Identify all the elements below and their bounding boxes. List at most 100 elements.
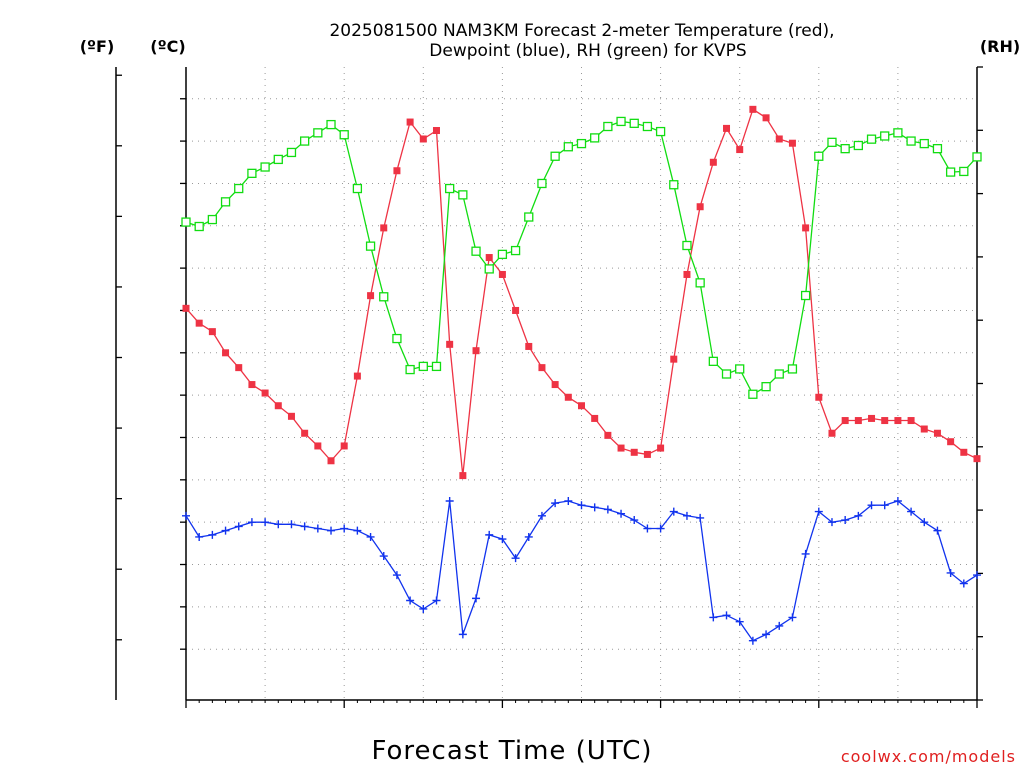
temperature-point [459, 472, 467, 480]
dewpoint-point [313, 524, 322, 533]
rh-point [932, 144, 943, 154]
axes [115, 67, 978, 701]
rh-point [959, 166, 969, 177]
temperature-point [604, 431, 612, 439]
temperature-point [578, 402, 585, 410]
temperature-point [182, 304, 190, 312]
temperature-point [314, 442, 322, 450]
temperature-point [762, 114, 770, 122]
temperature-point [208, 328, 216, 336]
dewpoint-point [920, 518, 929, 527]
rh-point [510, 245, 521, 256]
dewpoint-point [722, 611, 731, 620]
dewpoint-point [893, 496, 902, 505]
temperature-point [670, 355, 678, 363]
temperature-point [301, 429, 309, 437]
dewpoint-point [340, 524, 349, 533]
rh-point [365, 241, 376, 251]
temperature-point [841, 417, 849, 425]
rh-point [326, 119, 336, 130]
dewpoint-point [195, 532, 204, 541]
dewpoint-point [748, 636, 757, 645]
dewpoint-point [247, 518, 256, 527]
chart-subtitle: Dewpoint (blue), RH (green) for KVPS [429, 41, 746, 61]
dewpoint-point [261, 518, 270, 527]
temperature-point [920, 425, 928, 433]
temperature-point [788, 139, 796, 147]
x-axis-label: Forecast Time (UTC) [371, 736, 652, 766]
dewpoint-point [682, 511, 691, 520]
series-rh [181, 116, 982, 399]
dewpoint-point [841, 516, 850, 525]
rh-point [840, 144, 850, 154]
dewpoint-point [775, 621, 784, 630]
rh-point [708, 356, 718, 366]
dewpoint-point [445, 496, 454, 505]
temperature-point [340, 442, 348, 450]
temperature-point [815, 393, 823, 401]
rh-point [234, 183, 244, 194]
temperature-point [353, 372, 361, 380]
series-layer [181, 105, 982, 645]
rh-point [260, 162, 270, 172]
rh-point [629, 118, 639, 128]
rh-point [853, 140, 863, 151]
temperature-point [749, 105, 757, 113]
dewpoint-point [221, 526, 230, 535]
dewpoint-point [287, 520, 296, 529]
temperature-point [617, 444, 625, 452]
rh-point [919, 138, 929, 149]
rh-point [787, 364, 798, 374]
dewpoint-point [946, 568, 955, 577]
temperature-point [868, 414, 876, 422]
rh-point [524, 212, 534, 222]
celsius-unit-label: (ºC) [150, 37, 185, 56]
temperature-point [854, 417, 862, 425]
grid-lines [186, 67, 977, 700]
dewpoint-point [603, 505, 612, 514]
temperature-point [287, 412, 295, 420]
dewpoint-point [551, 499, 560, 508]
rh-point [669, 180, 679, 190]
dewpoint-point [709, 613, 718, 622]
dewpoint-point [524, 532, 533, 541]
rh-point [379, 292, 389, 302]
dewpoint-point [406, 596, 415, 605]
dewpoint-point [669, 507, 678, 516]
rh-point [339, 130, 349, 140]
temperature-point [380, 224, 388, 232]
temperature-point [432, 127, 440, 135]
dewpoint-point [854, 511, 863, 520]
rh-point [906, 136, 916, 146]
dewpoint-point [366, 532, 375, 541]
rh-point [352, 183, 363, 194]
temperature-point [274, 402, 282, 410]
rh-point [721, 369, 732, 379]
temperature-point [406, 118, 414, 126]
temperature-point [591, 414, 599, 422]
series-dewpoint [182, 496, 981, 645]
temperature-point [446, 340, 454, 348]
series-temperature [182, 105, 981, 480]
temperature-point [195, 319, 203, 327]
dewpoint-point [458, 630, 467, 639]
temperature-point [222, 349, 230, 357]
rh-point [207, 214, 218, 225]
rh-point [682, 240, 692, 251]
fahrenheit-unit-label: (ºF) [80, 37, 115, 56]
dewpoint-point [577, 501, 586, 510]
dewpoint-point [234, 522, 243, 531]
temperature-point [828, 429, 836, 437]
rh-point [418, 361, 428, 372]
rh-point [299, 136, 310, 146]
dewpoint-point [511, 554, 520, 563]
dewpoint-point [498, 535, 507, 544]
credit-text: coolwx.com/models [841, 747, 1016, 766]
rh-point [247, 168, 257, 178]
rh-point [313, 128, 323, 138]
temperature-point [683, 270, 691, 278]
temperature-point [881, 417, 889, 425]
rh-point [945, 167, 956, 177]
dewpoint-point [735, 617, 744, 626]
